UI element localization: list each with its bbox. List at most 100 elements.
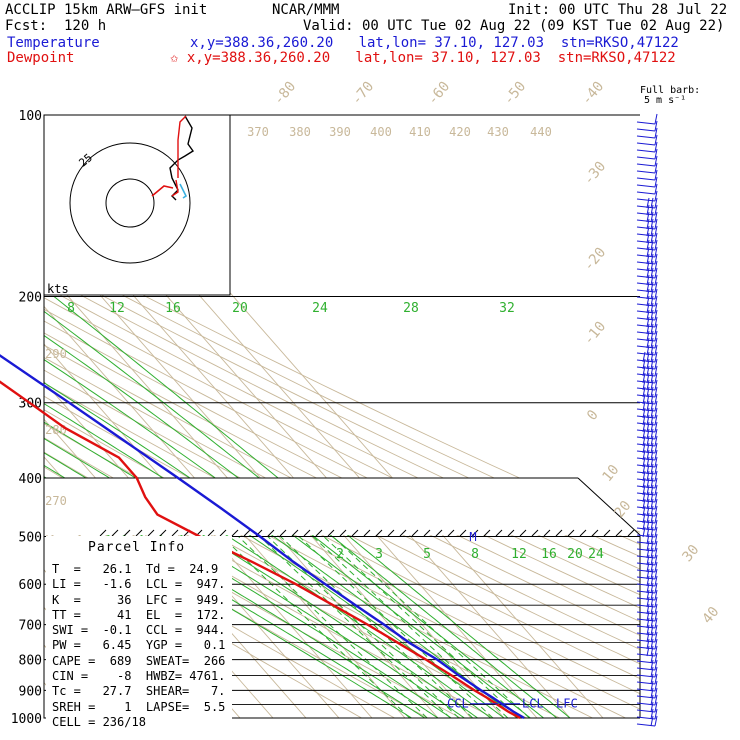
wind-barb-feather bbox=[646, 393, 650, 405]
hatch-mark bbox=[363, 529, 371, 537]
wind-barb-feather bbox=[650, 519, 654, 531]
wind-barb-feather bbox=[646, 568, 650, 580]
parcel-info-row: CIN = -8 HWBZ= 4761. bbox=[52, 669, 226, 684]
mixing-ratio-label: 8 bbox=[471, 547, 479, 562]
hatch-mark bbox=[291, 529, 299, 537]
wind-barb-feather bbox=[650, 204, 654, 216]
pressure-tick-label: 600 bbox=[19, 578, 42, 593]
m-label: M bbox=[469, 530, 476, 544]
wind-barb-feather bbox=[650, 274, 654, 286]
wind-barb-feather bbox=[650, 414, 654, 426]
wind-barb-feather bbox=[646, 211, 650, 223]
wind-barb-feather bbox=[650, 218, 654, 230]
wind-barb-feather bbox=[654, 127, 658, 139]
wind-barb-feather bbox=[654, 701, 658, 713]
wind-barb-feather bbox=[646, 610, 650, 622]
hodograph-trace-near bbox=[179, 183, 188, 199]
mixing-ratio-label: 3 bbox=[375, 547, 383, 562]
wind-barb-feather bbox=[650, 645, 654, 657]
wind-barb-feather bbox=[654, 253, 658, 265]
wind-barb-feather bbox=[654, 330, 658, 342]
hatch-mark bbox=[627, 529, 635, 537]
wind-barb-feather bbox=[650, 225, 654, 237]
wind-barb-feather bbox=[654, 449, 658, 461]
wind-barb-feather bbox=[650, 484, 654, 496]
wind-barb-staff bbox=[636, 121, 656, 125]
theta-label: 410 bbox=[409, 125, 431, 139]
theta-label: 380 bbox=[289, 125, 311, 139]
wind-barb-feather bbox=[650, 435, 654, 447]
wind-barb-feather bbox=[654, 183, 658, 195]
hatch-mark bbox=[459, 529, 467, 537]
wind-barb-feather bbox=[646, 197, 650, 209]
wind-barb-feather bbox=[654, 162, 658, 174]
wind-barb-feather bbox=[646, 533, 650, 545]
wind-barb-feather bbox=[650, 428, 654, 440]
wind-barb-feather bbox=[650, 232, 654, 244]
isotherm-label: -60 bbox=[425, 79, 454, 109]
isotherm-label: -40 bbox=[579, 79, 608, 109]
wind-barb-feather bbox=[646, 449, 650, 461]
wind-barb-feather bbox=[654, 274, 658, 286]
wind-barb-feather bbox=[654, 148, 658, 160]
wind-barb-staff bbox=[636, 142, 656, 146]
parcel-info-row: PW = 6.45 YGP = 0.1 bbox=[52, 638, 226, 653]
wind-barb-feather bbox=[654, 694, 658, 706]
level-markers: ELMCCLLCLLFC bbox=[447, 530, 578, 711]
wind-barb-feather bbox=[650, 358, 654, 370]
hodograph-units: kts bbox=[47, 282, 69, 296]
barb-legend-title: Full barb: bbox=[640, 85, 701, 96]
wind-barb-feather bbox=[654, 715, 658, 727]
mixing-ratio-label: 20 bbox=[567, 547, 583, 562]
wind-barb-feather bbox=[642, 498, 646, 510]
hodograph-trace-mid bbox=[171, 179, 179, 197]
parcel-info-title: Parcel Info bbox=[88, 540, 186, 555]
isotherm-label: -20 bbox=[581, 245, 610, 275]
hatch-mark bbox=[555, 529, 563, 537]
wind-barb-feather bbox=[650, 596, 654, 608]
wind-barb-feather bbox=[654, 225, 658, 237]
wind-barb-feather bbox=[650, 561, 654, 573]
wind-barb-feather bbox=[646, 491, 650, 503]
wind-barb-feather bbox=[646, 428, 650, 440]
sounding-traces bbox=[0, 354, 525, 720]
wind-barb-feather bbox=[650, 407, 654, 419]
wind-barb-feather bbox=[650, 309, 654, 321]
mixing-ratio-label: 16 bbox=[541, 547, 557, 562]
wind-barb-staff bbox=[636, 177, 656, 181]
wind-barb-feather bbox=[646, 337, 650, 349]
legend-dewpoint: Dewpoint bbox=[7, 50, 75, 66]
hatch-mark bbox=[303, 529, 311, 537]
ccl-label: CCL bbox=[447, 697, 469, 711]
wind-barb-feather bbox=[650, 267, 654, 279]
wind-barb-feather bbox=[654, 561, 658, 573]
wind-barb-feather bbox=[646, 239, 650, 251]
wind-barb-feather bbox=[650, 554, 654, 566]
wind-barb-feather bbox=[646, 540, 650, 552]
mixing-ratio-label: 8 bbox=[67, 301, 75, 316]
hatch-mark bbox=[411, 529, 419, 537]
wind-barb-feather bbox=[650, 617, 654, 629]
theta-label: 290 bbox=[45, 347, 67, 361]
wind-barb-feather bbox=[650, 512, 654, 524]
temperature-location: x,y=388.36,260.20 lat,lon= 37.10, 127.03… bbox=[190, 35, 679, 51]
wind-barb-feather bbox=[646, 246, 650, 258]
wind-barb-feather bbox=[646, 365, 650, 377]
wind-barb-feather bbox=[650, 610, 654, 622]
wind-barb-feather bbox=[642, 372, 646, 384]
hatch-mark bbox=[351, 529, 359, 537]
wind-barb-feather bbox=[654, 477, 658, 489]
wind-barb-feather bbox=[654, 575, 658, 587]
wind-barb-feather bbox=[650, 456, 654, 468]
wind-barb-feather bbox=[650, 659, 654, 671]
wind-barb-feather bbox=[654, 155, 658, 167]
wind-barb-feather bbox=[650, 288, 654, 300]
hodograph-trace-red bbox=[177, 115, 187, 178]
wind-barb-staff bbox=[636, 184, 656, 188]
isotherm-label: -30 bbox=[581, 159, 610, 189]
wind-barb-feather bbox=[642, 435, 646, 447]
wind-barb-feather bbox=[650, 449, 654, 461]
wind-barb-feather bbox=[654, 302, 658, 314]
wind-barb-feather bbox=[642, 442, 646, 454]
hatch-mark bbox=[135, 529, 143, 537]
